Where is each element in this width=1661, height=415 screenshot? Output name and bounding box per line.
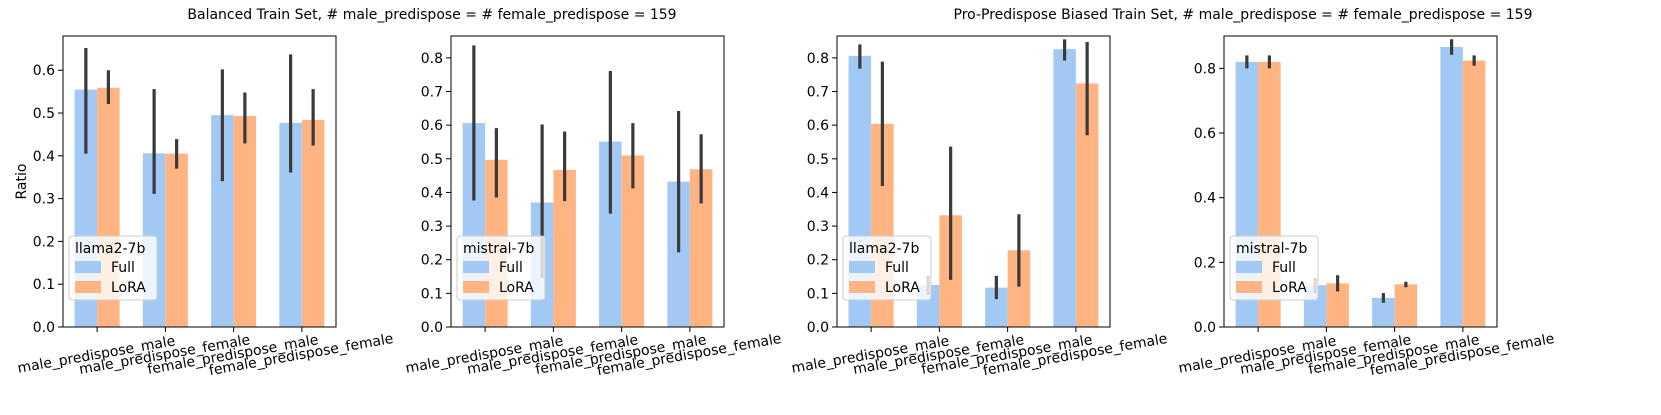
legend-label-lora: LoRA (111, 280, 146, 296)
y-tick-label: 0.4 (421, 185, 443, 201)
legend-swatch-lora (1236, 281, 1262, 293)
axes-frame (836, 35, 1111, 328)
panel-1: 0.00.10.20.30.40.50.6Ratiomale_predispos… (14, 35, 395, 379)
legend-swatch-full (75, 261, 101, 273)
bar-full-female_predispose_male (1372, 297, 1395, 327)
legend-swatch-full (1236, 261, 1262, 273)
y-tick-label: 0.4 (807, 185, 829, 201)
axes-frame (62, 35, 337, 328)
legend-title: llama2-7b (849, 241, 919, 257)
legend-label-full: Full (885, 260, 909, 276)
legend-label-lora: LoRA (499, 280, 534, 296)
bar-lora-female_predispose_female (1462, 60, 1486, 327)
y-tick-label: 0.2 (421, 253, 443, 269)
legend-label-full: Full (111, 260, 135, 276)
axes-frame (450, 35, 725, 328)
y-tick-label: 0.2 (1194, 255, 1216, 271)
bar-lora-female_predispose_female (689, 169, 713, 327)
y-tick-label: 0.7 (421, 85, 443, 101)
y-tick-label: 0.1 (33, 277, 55, 293)
legend-title: mistral-7b (1236, 241, 1307, 257)
legend-label-lora: LoRA (885, 280, 920, 296)
legend-label-full: Full (499, 260, 523, 276)
y-tick-label: 0.6 (421, 118, 443, 134)
legend-swatch-full (849, 261, 875, 273)
bar-full-female_predispose_female (667, 181, 690, 327)
panel-4: 0.00.20.40.60.8male_predispose_malemale_… (1177, 35, 1556, 379)
bar-lora-male_predispose_female (1326, 283, 1349, 327)
y-tick-label: 0.0 (1194, 320, 1216, 336)
bar-lora-female_predispose_male (1394, 284, 1418, 327)
y-tick-label: 0.6 (1194, 126, 1216, 142)
bar-lora-male_predispose_female (165, 153, 188, 327)
bar-lora-female_predispose_female (301, 119, 325, 328)
y-tick-label: 0.5 (807, 152, 829, 168)
bar-full-female_predispose_male (211, 115, 234, 327)
legend-swatch-lora (849, 281, 875, 293)
y-tick-label: 0.0 (421, 320, 443, 336)
legend-swatch-lora (75, 281, 101, 293)
y-tick-label: 0.8 (421, 51, 443, 67)
y-tick-label: 0.5 (421, 152, 443, 168)
y-tick-label: 0.0 (33, 320, 55, 336)
y-tick-label: 0.1 (807, 286, 829, 302)
suptitle-balanced: Balanced Train Set, # male_predispose = … (187, 7, 676, 23)
legend-swatch-lora (463, 281, 489, 293)
legend-label-lora: LoRA (1272, 280, 1307, 296)
bar-full-female_predispose_female (279, 122, 302, 327)
axes-frame (1223, 35, 1498, 328)
bar-full-female_predispose_male (599, 141, 622, 327)
legend-title: mistral-7b (463, 241, 534, 257)
bar-lora-female_predispose_male (1007, 250, 1031, 327)
y-tick-label: 0.6 (33, 63, 55, 79)
y-axis-label: Ratio (14, 164, 30, 200)
legend-swatch-full (463, 261, 489, 273)
y-tick-label: 0.3 (421, 219, 443, 235)
suptitle-biased: Pro-Predispose Biased Train Set, # male_… (954, 7, 1533, 23)
bar-lora-female_predispose_male (621, 155, 645, 327)
y-tick-label: 0.8 (1194, 61, 1216, 77)
y-tick-label: 0.8 (807, 51, 829, 67)
legend-title: llama2-7b (75, 241, 145, 257)
panel-2: 0.00.10.20.30.40.50.60.70.8male_predispo… (404, 35, 783, 379)
bar-full-female_predispose_male (985, 287, 1008, 327)
bar-full-female_predispose_female (1053, 49, 1076, 327)
y-tick-label: 0.5 (33, 106, 55, 122)
panel-3: 0.00.10.20.30.40.50.60.70.8male_predispo… (790, 35, 1169, 379)
bar-lora-male_predispose_female (553, 169, 576, 327)
legend-label-full: Full (1272, 260, 1296, 276)
y-tick-label: 0.1 (421, 286, 443, 302)
y-tick-label: 0.3 (807, 219, 829, 235)
y-tick-label: 0.6 (807, 118, 829, 134)
bar-lora-female_predispose_male (233, 116, 257, 328)
y-tick-label: 0.4 (33, 149, 55, 165)
y-tick-label: 0.2 (33, 234, 55, 250)
y-tick-label: 0.3 (33, 192, 55, 208)
y-tick-label: 0.4 (1194, 191, 1216, 207)
y-tick-label: 0.0 (807, 320, 829, 336)
y-tick-label: 0.2 (807, 253, 829, 269)
y-tick-label: 0.7 (807, 85, 829, 101)
bar-lora-female_predispose_female (1075, 83, 1099, 327)
bar-full-female_predispose_female (1440, 46, 1463, 327)
